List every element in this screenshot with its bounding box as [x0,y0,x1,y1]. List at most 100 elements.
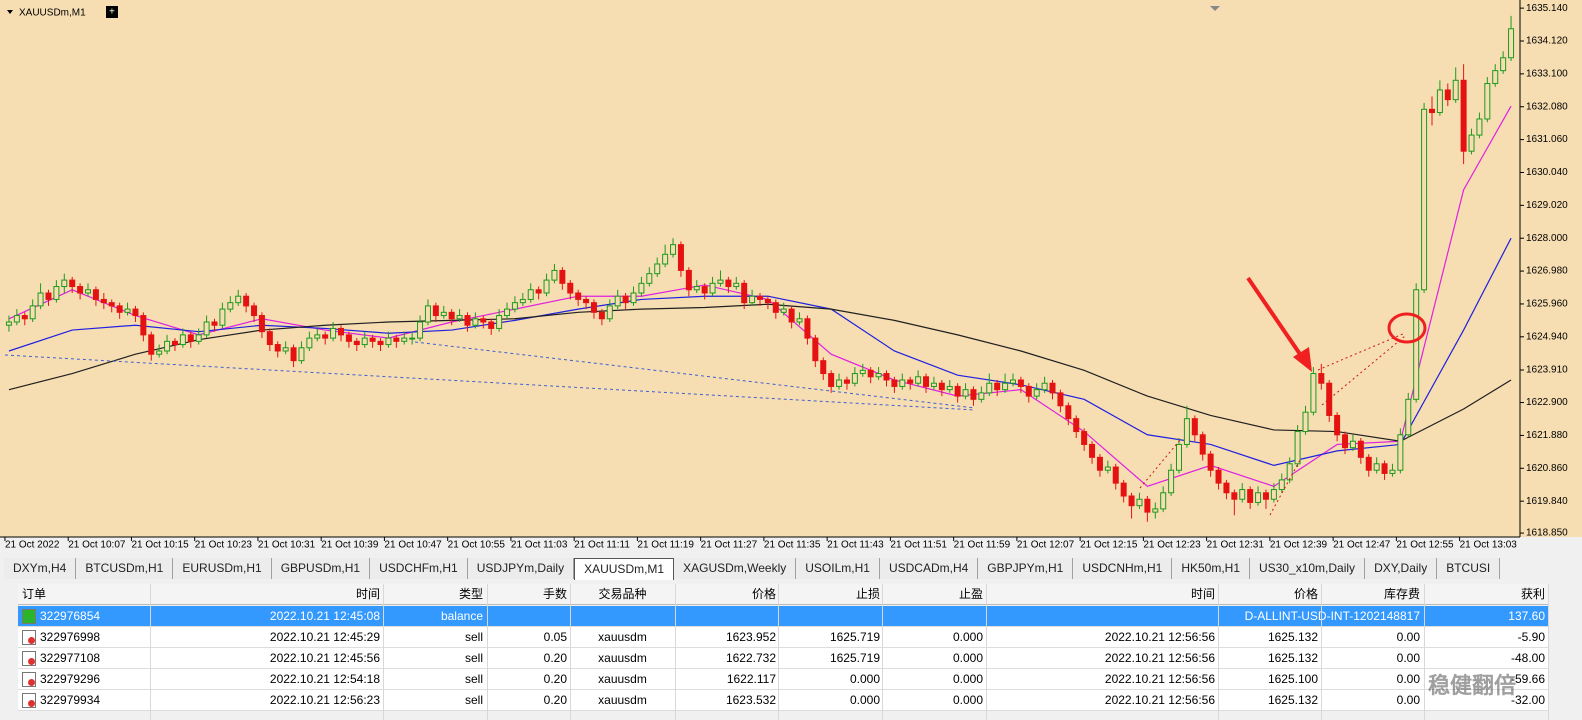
candle-body [788,308,795,323]
chart-tab[interactable]: USDCHFm,H1 [370,558,468,579]
chart-tab[interactable]: USDCADm,H4 [879,558,979,579]
candle-body [915,376,922,384]
trade-line [1139,439,1181,489]
candle-body [1310,373,1317,413]
candle-body [37,292,44,307]
annotation-arrow [1246,276,1306,362]
column-separator [1321,584,1322,720]
y-tick-label: 1632.080 [1526,101,1568,112]
chart-tab[interactable]: HK50m,H1 [1172,558,1251,579]
candle-body [938,382,945,391]
candle-body [290,347,297,362]
table-row[interactable]: 322976854 2022.10.21 12:45:08 balance D-ALL… [18,606,1548,627]
candle-body [511,302,518,310]
annotation-circle [1387,312,1427,344]
table-row[interactable]: 322976998 2022.10.21 12:45:29 sell 0.05 xauu… [18,627,1548,648]
table-cell: 0.000 [952,693,983,707]
candle-body [132,308,139,317]
candle-body [440,311,447,317]
candle-body [1128,495,1135,507]
candle-body [986,382,993,394]
candle-body [322,334,329,339]
table-row[interactable]: 322979296 2022.10.21 12:54:18 sell 0.20 xauu… [18,669,1548,690]
candle-body [891,379,898,387]
table-cell: 2022.10.21 12:56:56 [1104,630,1215,644]
chart-tab[interactable]: XAGUSDm,Weekly [674,558,797,579]
chart-tab[interactable]: USDJPYm,Daily [467,558,575,579]
candle-body [1326,382,1333,416]
table-cell: 2022.10.21 12:56:23 [269,693,380,707]
candle-body [1357,440,1364,458]
candle-body [1207,453,1214,471]
y-tick-label: 1622.900 [1526,397,1568,408]
x-tick-label: 21 Oct 10:07 [68,540,126,551]
table-cell: 1625.719 [829,630,880,644]
column-header: 止盈 [958,587,983,601]
candle-body [164,340,171,352]
candle-body [124,308,131,313]
candle-body [1033,389,1040,397]
y-tick-label: 1618.850 [1526,528,1568,539]
table-cell: 0.20 [543,693,567,707]
candle-body [1017,379,1024,387]
x-tick-label: 21 Oct 11:27 [701,540,758,551]
chart-tab[interactable]: GBPJPYm,H1 [978,558,1074,579]
chart-tab[interactable]: DXYm,H4 [4,558,77,579]
chart-tab[interactable]: DXY,Daily [1365,558,1438,579]
candle-body [140,315,147,336]
chart-tab[interactable]: USOILm,H1 [796,558,880,579]
chart-tab[interactable]: US30_x10m,Daily [1250,558,1366,579]
order-icon-dot [28,679,35,686]
y-tick-label: 1623.910 [1526,365,1568,376]
x-tick-label: 21 Oct 12:07 [1017,540,1075,551]
column-separator [570,584,571,720]
table-cell: 0.00 [1396,630,1420,644]
chart-menu-icon[interactable] [7,10,13,14]
column-separator [1424,584,1425,720]
candle-body [1247,489,1254,503]
trend-line [414,341,976,409]
y-tick-label: 1624.940 [1526,331,1568,342]
order-icon [22,630,36,645]
table-cell: -32.00 [1510,693,1545,707]
candle-body [1428,108,1435,114]
chart-tab[interactable]: XAUUSDm,M1 [574,558,675,580]
table-cell: 2022.10.21 12:45:29 [269,630,380,644]
chart-tab[interactable]: USDCNHm,H1 [1073,558,1173,579]
chart-tab[interactable]: BTCUSI [1437,558,1501,579]
candle-body [337,327,344,336]
candle-body [978,392,985,400]
candle-body [994,382,1001,391]
candle-body [954,385,961,397]
chart-tab[interactable]: BTCUSDm,H1 [76,558,174,579]
table-row[interactable]: 322977108 2022.10.21 12:45:56 sell 0.20 xauu… [18,648,1548,669]
chart-tab[interactable]: EURUSDm,H1 [173,558,272,579]
x-tick-label: 21 Oct 11:43 [827,540,884,551]
candle-body [1152,508,1159,513]
table-cell: -48.00 [1510,651,1545,665]
candle-body [464,315,471,326]
chart-tab[interactable]: GBPUSDm,H1 [271,558,371,579]
y-tick-label: 1620.860 [1526,463,1568,474]
y-tick-label: 1621.880 [1526,430,1568,441]
column-header: 价格 [1293,587,1318,601]
candle-body [654,263,661,275]
candle-body [385,337,392,346]
candle-body [685,269,692,291]
candle-body [377,340,384,346]
x-tick-label: 21 Oct 13:03 [1460,540,1518,551]
candle-body [1444,89,1451,101]
x-tick-label: 21 Oct 12:39 [1270,540,1328,551]
candle-body [195,334,202,342]
candle-body [116,305,123,313]
column-header: 订单 [22,587,47,601]
candle-body [923,376,930,387]
candle-body [488,321,495,329]
candle-body [1508,28,1515,59]
candle-body [1104,466,1111,471]
candle-body [401,337,408,342]
table-cell: 322976998 [40,630,101,644]
table-cell: 0.00 [1396,651,1420,665]
candle-body [725,279,732,288]
table-row[interactable]: 322979934 2022.10.21 12:56:23 sell 0.20 xauu… [18,690,1548,711]
